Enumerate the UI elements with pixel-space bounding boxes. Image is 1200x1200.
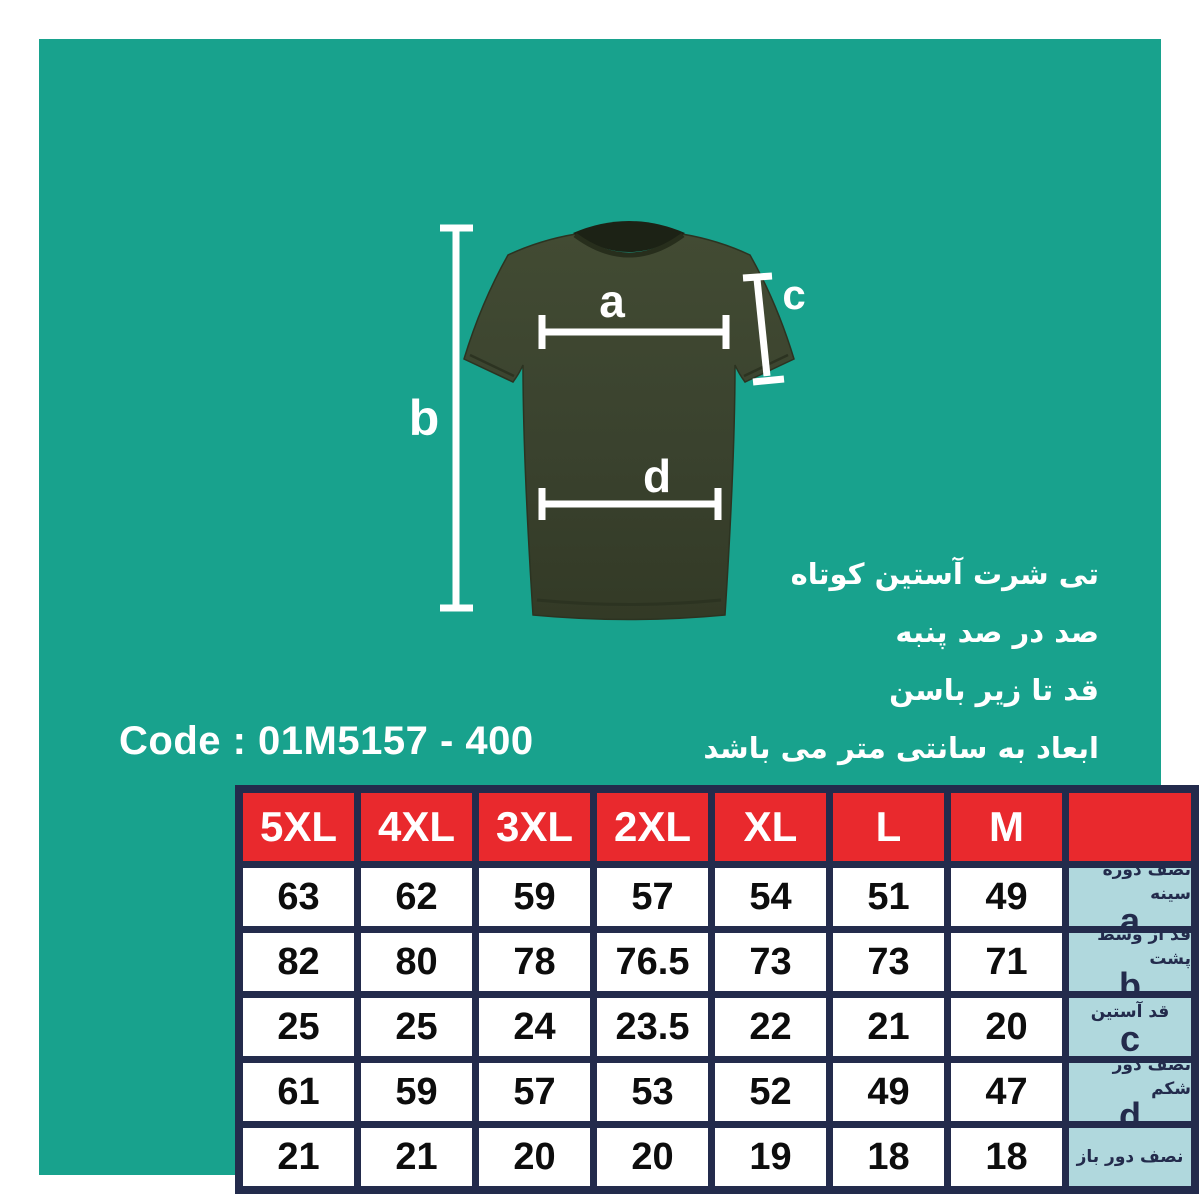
size-value-cell: 71 bbox=[951, 933, 1062, 991]
size-value-cell: 63 bbox=[243, 868, 354, 926]
size-column-header-l: L bbox=[833, 793, 944, 861]
size-value-cell: 24 bbox=[479, 998, 590, 1056]
measure-label-c: c bbox=[782, 271, 805, 318]
measure-label-b: b bbox=[409, 390, 440, 446]
size-value-cell: 20 bbox=[479, 1128, 590, 1186]
description-line-2: صد در صد پنبه bbox=[895, 615, 1099, 649]
measurement-marker: c bbox=[1119, 1018, 1141, 1059]
measurement-marker: d bbox=[1119, 1095, 1141, 1136]
size-value-cell: 20 bbox=[597, 1128, 708, 1186]
size-value-cell: 47 bbox=[951, 1063, 1062, 1121]
measurement-name: نصف دور شکم bbox=[1112, 1055, 1191, 1099]
measure-line-b bbox=[440, 224, 473, 612]
tshirt-measurement-diagram: a b c d bbox=[409, 221, 806, 621]
size-table-corner-cell bbox=[1069, 793, 1191, 861]
size-value-cell: 54 bbox=[715, 868, 826, 926]
description-line-3: قد تا زیر باسن bbox=[889, 673, 1099, 707]
product-code: Code : 01M5157 - 400 bbox=[119, 719, 534, 763]
size-value-cell: 19 bbox=[715, 1128, 826, 1186]
measure-line-d bbox=[538, 488, 722, 520]
size-table: 5XL 4XL 3XL 2XL XL L M 63 62 59 57 54 51… bbox=[235, 785, 1199, 1194]
size-column-header-3xl: 3XL bbox=[479, 793, 590, 861]
measure-line-a bbox=[538, 315, 730, 349]
size-value-cell: 20 bbox=[951, 998, 1062, 1056]
tshirt-collar-opening bbox=[573, 221, 685, 252]
size-value-cell: 80 bbox=[361, 933, 472, 991]
product-description: تی شرت آستین کوتاه صد در صد پنبه قد تا ز… bbox=[703, 545, 1099, 777]
tshirt-hem-seam bbox=[536, 598, 722, 606]
measurement-label-cell-opening: نصف دور باز bbox=[1069, 1128, 1191, 1186]
size-value-cell: 25 bbox=[361, 998, 472, 1056]
size-value-cell: 25 bbox=[243, 998, 354, 1056]
size-value-cell: 73 bbox=[715, 933, 826, 991]
size-column-header-m: M bbox=[951, 793, 1062, 861]
size-value-cell: 23.5 bbox=[597, 998, 708, 1056]
size-value-cell: 53 bbox=[597, 1063, 708, 1121]
size-column-header-2xl: 2XL bbox=[597, 793, 708, 861]
size-column-header-5xl: 5XL bbox=[243, 793, 354, 861]
measurement-label-cell-d: نصف دور شکم d bbox=[1069, 1055, 1191, 1134]
measurement-name: قد آستین bbox=[1090, 1002, 1170, 1022]
size-value-cell: 18 bbox=[833, 1128, 944, 1186]
size-value-cell: 21 bbox=[361, 1128, 472, 1186]
size-value-cell: 61 bbox=[243, 1063, 354, 1121]
measurement-name: نصف دوره سینه bbox=[1102, 860, 1191, 904]
size-value-cell: 21 bbox=[833, 998, 944, 1056]
size-value-cell: 49 bbox=[951, 868, 1062, 926]
measurement-label-cell-c: قد آستین c bbox=[1069, 998, 1191, 1059]
size-value-cell: 59 bbox=[479, 868, 590, 926]
description-line-1: تی شرت آستین کوتاه bbox=[790, 557, 1099, 591]
size-value-cell: 22 bbox=[715, 998, 826, 1056]
size-value-cell: 76.5 bbox=[597, 933, 708, 991]
size-value-cell: 59 bbox=[361, 1063, 472, 1121]
size-column-header-xl: XL bbox=[715, 793, 826, 861]
size-value-cell: 18 bbox=[951, 1128, 1062, 1186]
measurement-marker: a bbox=[1119, 900, 1141, 941]
measurement-name: نصف دور باز bbox=[1076, 1147, 1184, 1167]
size-value-cell: 51 bbox=[833, 868, 944, 926]
tshirt-collar-band bbox=[573, 232, 685, 258]
size-value-cell: 62 bbox=[361, 868, 472, 926]
measurement-label-cell-b: قد از وسط پشت b bbox=[1069, 925, 1191, 1004]
description-line-4: ابعاد به سانتی متر می باشد bbox=[703, 731, 1099, 765]
measure-label-d: d bbox=[643, 450, 671, 502]
size-value-cell: 49 bbox=[833, 1063, 944, 1121]
size-value-cell: 78 bbox=[479, 933, 590, 991]
size-value-cell: 57 bbox=[597, 868, 708, 926]
measurement-name: قد از وسط پشت bbox=[1097, 925, 1191, 969]
measure-label-a: a bbox=[599, 275, 625, 327]
size-column-header-4xl: 4XL bbox=[361, 793, 472, 861]
size-value-cell: 82 bbox=[243, 933, 354, 991]
size-value-cell: 73 bbox=[833, 933, 944, 991]
measure-line-c bbox=[742, 272, 785, 386]
measurement-marker: b bbox=[1119, 965, 1141, 1006]
tshirt-left-sleeve-seam bbox=[469, 353, 515, 378]
measurement-lines bbox=[440, 224, 785, 612]
measurement-label-cell-a: نصف دوره سینه a bbox=[1069, 860, 1191, 939]
poster-canvas: a b c d تی شرت آستین کوتاه صد در صد پنبه… bbox=[39, 39, 1199, 1194]
size-value-cell: 57 bbox=[479, 1063, 590, 1121]
size-value-cell: 52 bbox=[715, 1063, 826, 1121]
size-value-cell: 21 bbox=[243, 1128, 354, 1186]
